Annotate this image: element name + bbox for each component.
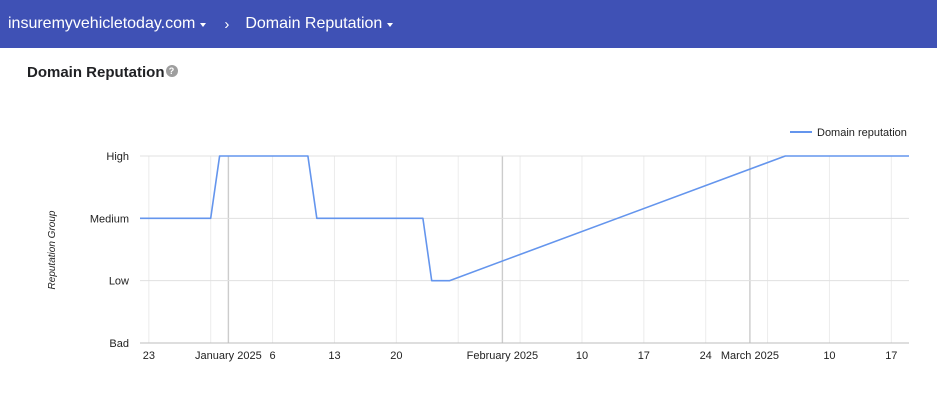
legend-label: Domain reputation [817,127,907,139]
chart-legend: Domain reputation [790,127,907,139]
x-tick-label: March 2025 [721,350,779,362]
x-tick-label: 23 [143,350,155,362]
section-selector[interactable]: Domain Reputation [245,15,394,33]
page-title: Domain Reputation [27,64,165,81]
x-tick-label: 24 [700,350,712,362]
title-row: Domain Reputation ? [27,64,178,81]
top-app-bar: insuremyvehicletoday.com › Domain Reputa… [0,0,937,48]
y-axis-labels: Bad Low Medium High [90,151,129,350]
chart-grid [140,155,909,344]
y-tick-label: High [106,151,129,163]
x-tick-label: 17 [638,350,650,362]
x-tick-label: 10 [823,350,835,362]
caret-down-icon [387,23,394,27]
x-tick-label: January 2025 [195,350,262,362]
y-axis-title: Reputation Group [47,210,58,289]
x-tick-label: 13 [328,350,340,362]
x-tick-label: 10 [576,350,588,362]
property-name: insuremyvehicletoday.com [8,15,196,32]
property-selector[interactable]: insuremyvehicletoday.com [8,15,207,33]
chevron-right-icon: › [224,15,230,33]
x-tick-label: 6 [270,350,276,362]
x-tick-label: February 2025 [467,350,539,362]
x-tick-label: 17 [885,350,897,362]
y-tick-label: Medium [90,213,129,225]
y-tick-label: Bad [109,338,129,350]
help-icon[interactable]: ? [165,64,178,77]
x-axis-labels: 23 January 2025 6 13 20 February 2025 10 17 24 Ma… [143,350,898,362]
x-tick-label: 20 [390,350,402,362]
y-tick-label: Low [109,276,129,288]
section-name: Domain Reputation [245,15,383,32]
series-line-domain-reputation [140,155,909,282]
caret-down-icon [200,23,207,27]
